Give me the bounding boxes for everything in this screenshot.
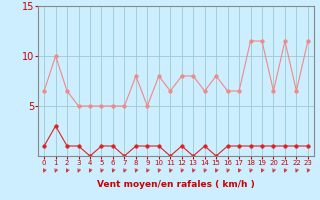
X-axis label: Vent moyen/en rafales ( km/h ): Vent moyen/en rafales ( km/h ) [97, 180, 255, 189]
